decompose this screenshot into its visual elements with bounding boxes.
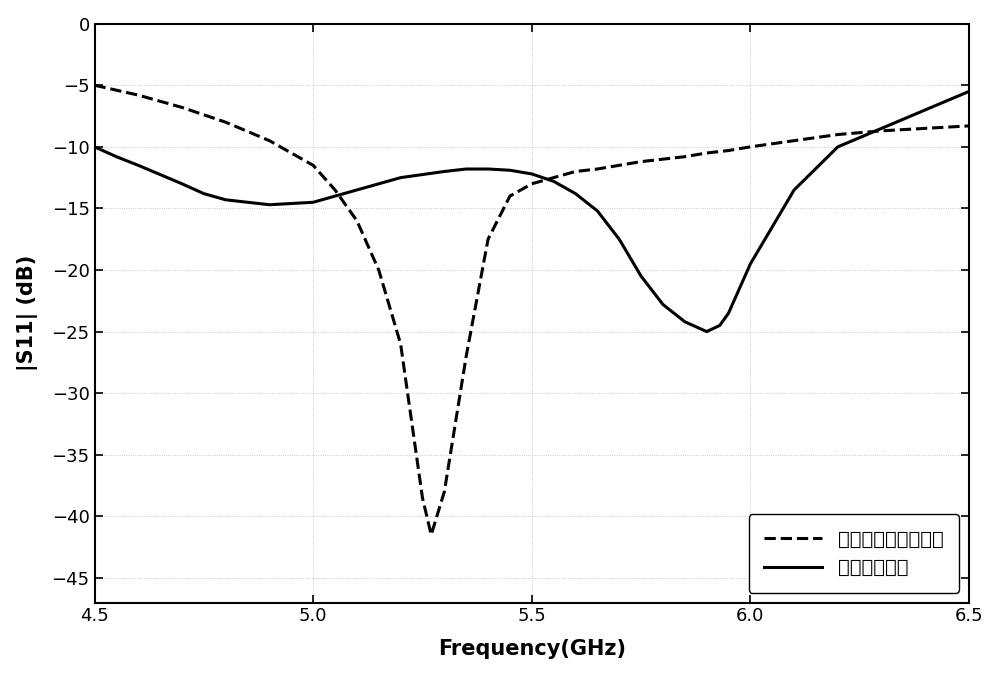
均匀周期性贴片阵列 <box>963 122 975 130</box>
本发明实施例 <box>438 168 450 176</box>
Line: 均匀周期性贴片阵列: 均匀周期性贴片阵列 <box>95 85 969 535</box>
均匀周期性贴片阵列 <box>876 127 888 135</box>
本发明实施例 <box>482 165 494 173</box>
均匀周期性贴片阵列 <box>373 266 385 274</box>
本发明实施例 <box>504 166 516 174</box>
本发明实施例 <box>919 106 931 114</box>
均匀周期性贴片阵列 <box>89 81 101 89</box>
Y-axis label: |S11| (dB): |S11| (dB) <box>17 255 38 371</box>
均匀周期性贴片阵列 <box>548 174 560 182</box>
均匀周期性贴片阵列 <box>329 186 341 194</box>
本发明实施例 <box>723 309 735 317</box>
本发明实施例 <box>679 318 691 326</box>
本发明实施例 <box>110 153 122 161</box>
均匀周期性贴片阵列 <box>679 153 691 161</box>
本发明实施例 <box>570 189 582 197</box>
均匀周期性贴片阵列 <box>351 217 363 225</box>
Legend: 均匀周期性贴片阵列, 本发明实施例: 均匀周期性贴片阵列, 本发明实施例 <box>749 514 959 593</box>
本发明实施例 <box>132 162 144 170</box>
均匀周期性贴片阵列 <box>176 103 188 112</box>
本发明实施例 <box>198 189 210 197</box>
本发明实施例 <box>744 260 756 268</box>
均匀周期性贴片阵列 <box>395 340 407 348</box>
均匀周期性贴片阵列 <box>416 494 428 502</box>
X-axis label: Frequency(GHz): Frequency(GHz) <box>438 639 626 659</box>
均匀周期性贴片阵列 <box>919 124 931 132</box>
均匀周期性贴片阵列 <box>788 137 800 145</box>
本发明实施例 <box>263 201 275 209</box>
本发明实施例 <box>89 143 101 151</box>
本发明实施例 <box>591 207 603 215</box>
均匀周期性贴片阵列 <box>460 352 472 360</box>
均匀周期性贴片阵列 <box>425 531 437 539</box>
均匀周期性贴片阵列 <box>132 91 144 99</box>
本发明实施例 <box>714 321 726 329</box>
均匀周期性贴片阵列 <box>220 118 232 126</box>
本发明实施例 <box>788 186 800 194</box>
本发明实施例 <box>351 186 363 194</box>
均匀周期性贴片阵列 <box>263 137 275 145</box>
Line: 本发明实施例: 本发明实施例 <box>95 91 969 332</box>
均匀周期性贴片阵列 <box>701 149 713 157</box>
本发明实施例 <box>548 177 560 185</box>
均匀周期性贴片阵列 <box>635 158 647 166</box>
本发明实施例 <box>307 198 319 206</box>
均匀周期性贴片阵列 <box>591 165 603 173</box>
本发明实施例 <box>460 165 472 173</box>
均匀周期性贴片阵列 <box>307 162 319 170</box>
本发明实施例 <box>657 300 669 308</box>
本发明实施例 <box>635 272 647 281</box>
本发明实施例 <box>832 143 844 151</box>
均匀周期性贴片阵列 <box>482 235 494 243</box>
本发明实施例 <box>176 180 188 188</box>
均匀周期性贴片阵列 <box>832 130 844 139</box>
均匀周期性贴片阵列 <box>403 402 415 410</box>
均匀周期性贴片阵列 <box>744 143 756 151</box>
均匀周期性贴片阵列 <box>723 147 735 155</box>
本发明实施例 <box>963 87 975 95</box>
均匀周期性贴片阵列 <box>657 155 669 163</box>
均匀周期性贴片阵列 <box>570 168 582 176</box>
均匀周期性贴片阵列 <box>613 162 625 170</box>
本发明实施例 <box>701 328 713 336</box>
均匀周期性贴片阵列 <box>504 192 516 200</box>
本发明实施例 <box>526 170 538 178</box>
均匀周期性贴片阵列 <box>526 180 538 188</box>
本发明实施例 <box>613 235 625 243</box>
本发明实施例 <box>220 196 232 204</box>
均匀周期性贴片阵列 <box>438 487 450 496</box>
本发明实施例 <box>395 174 407 182</box>
本发明实施例 <box>876 124 888 132</box>
